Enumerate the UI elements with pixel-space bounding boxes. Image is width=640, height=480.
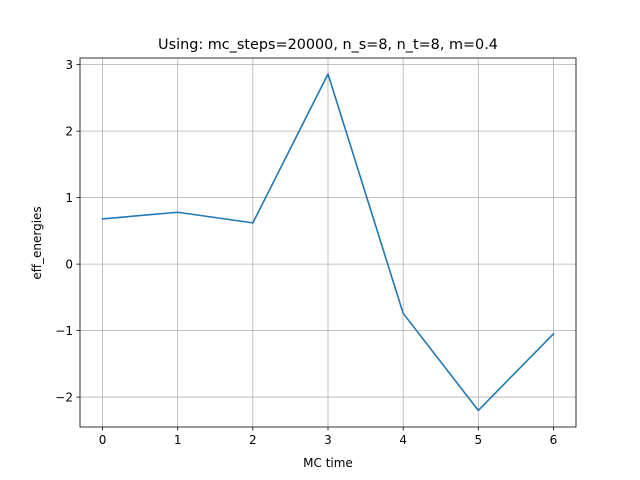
chart-title: Using: mc_steps=20000, n_s=8, n_t=8, m=0… <box>158 37 498 53</box>
x-axis-label: MC time <box>303 456 353 470</box>
x-tick-label: 1 <box>174 433 182 447</box>
y-tick-label: 2 <box>65 125 73 139</box>
y-tick-label: 1 <box>65 191 73 205</box>
x-tick-label: 2 <box>249 433 257 447</box>
x-tick-label: 4 <box>399 433 407 447</box>
x-tick-label: 3 <box>324 433 332 447</box>
y-axis-label: eff_energies <box>30 206 44 279</box>
y-tick-label: −1 <box>55 324 73 338</box>
x-tick-label: 5 <box>474 433 482 447</box>
y-tick-label: −2 <box>55 391 73 405</box>
tick-marks <box>76 64 554 431</box>
series-layer <box>101 73 555 412</box>
x-tick-label: 6 <box>550 433 558 447</box>
grid-lines <box>80 58 576 427</box>
y-tick-label: 0 <box>65 258 73 272</box>
x-tick-label: 0 <box>99 433 107 447</box>
y-tick-label: 3 <box>65 58 73 72</box>
series-line-0 <box>101 73 555 412</box>
